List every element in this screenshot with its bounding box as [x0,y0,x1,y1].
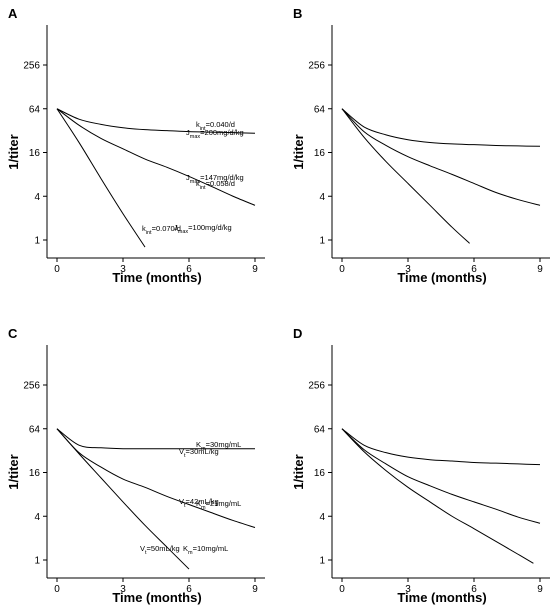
y-tick-label: 4 [319,512,325,523]
panel-label: B [293,6,302,21]
y-tick-label: 1 [34,556,40,567]
series-label-2: Jmax=147mg/d/kg [186,173,244,185]
x-tick-label: 0 [339,264,345,275]
series-line-1 [341,428,541,466]
series-label-2: Km=21mg/mL [196,499,241,511]
x-tick-label: 3 [120,264,126,275]
series-line-2 [56,428,256,528]
y-axis-label: 1/titer [291,454,306,489]
series-label-1: kint=0.040/d [196,120,235,132]
panel-a: A 1 4 16 64 256 0 3 6 9 Time (months) 1/titer kint=0… [6,6,265,285]
x-tick-label: 0 [54,264,60,275]
series-line-2 [341,428,541,524]
x-tick-label: 9 [252,584,258,595]
y-tick-label: 256 [23,381,40,392]
panel-label: C [8,326,18,341]
series-label-1: Km=30mg/mL [196,440,241,452]
x-tick-label: 9 [252,264,258,275]
series-line-2 [341,108,541,206]
y-tick-label: 4 [34,192,40,203]
y-tick-label: 64 [314,424,326,435]
x-tick-label: 3 [405,584,411,595]
series-label-3: Vt=50mL/kg [140,544,180,556]
x-tick-label: 3 [120,584,126,595]
y-tick-label: 16 [29,468,41,479]
series-label-2: Vt=42mL/kg [179,497,219,509]
series-label-3: Jmax=100mg/d/kg [174,223,232,235]
panel-label: D [293,326,302,341]
series-line-3 [341,108,470,244]
x-tick-label: 9 [537,264,543,275]
series-line-2 [56,108,256,206]
x-tick-label: 6 [186,584,192,595]
x-tick-label: 6 [186,264,192,275]
series-label-1: Jmax=200mg/d/kg [186,128,244,140]
x-tick-label: 0 [54,584,60,595]
series-label-3: kint=0.070/d [142,224,181,236]
panel-d: D 1 4 16 64 256 0 3 6 9 Time (months) 1/titer Vt=30m… [140,326,550,605]
y-tick-label: 256 [23,61,40,72]
y-tick-label: 64 [29,424,41,435]
y-tick-label: 64 [314,104,326,115]
x-axis-label: Time (months) [112,590,201,605]
y-tick-label: 4 [34,512,40,523]
x-axis-label: Time (months) [112,270,201,285]
series-line-3 [56,108,146,248]
x-tick-label: 0 [339,584,345,595]
series-line-3 [56,428,190,570]
y-tick-label: 64 [29,104,41,115]
y-axis-label: 1/titer [291,134,306,169]
y-tick-label: 16 [314,148,326,159]
series-line-1 [56,108,256,134]
x-tick-label: 3 [405,264,411,275]
series-line-1 [341,108,541,147]
y-axis-label: 1/titer [6,134,21,169]
series-label-2: kint=0.058/d [196,179,235,191]
x-tick-label: 9 [537,584,543,595]
y-tick-label: 4 [319,192,325,203]
y-axis-label: 1/titer [6,454,21,489]
y-tick-label: 1 [319,556,325,567]
y-tick-label: 1 [319,236,325,247]
series-line-1 [56,428,255,450]
y-tick-label: 256 [308,381,325,392]
y-tick-label: 1 [34,236,40,247]
x-tick-label: 6 [471,584,477,595]
y-tick-label: 16 [314,468,326,479]
series-line-3 [341,428,534,564]
y-tick-label: 256 [308,61,325,72]
x-axis-label: Time (months) [397,270,486,285]
series-label-1: Vt=30mL/kg [179,447,219,459]
x-tick-label: 6 [471,264,477,275]
y-tick-label: 16 [29,148,41,159]
series-label-3: Km=10mg/mL [183,544,228,556]
panel-label: A [8,6,18,21]
x-axis-label: Time (months) [397,590,486,605]
panel-c: C 1 4 16 64 256 0 3 6 9 Time (months) 1/titer Km=30m… [6,326,265,605]
panel-b: B 1 4 16 64 256 0 3 6 9 Time (months) 1/titer Jmax=2… [174,6,550,285]
